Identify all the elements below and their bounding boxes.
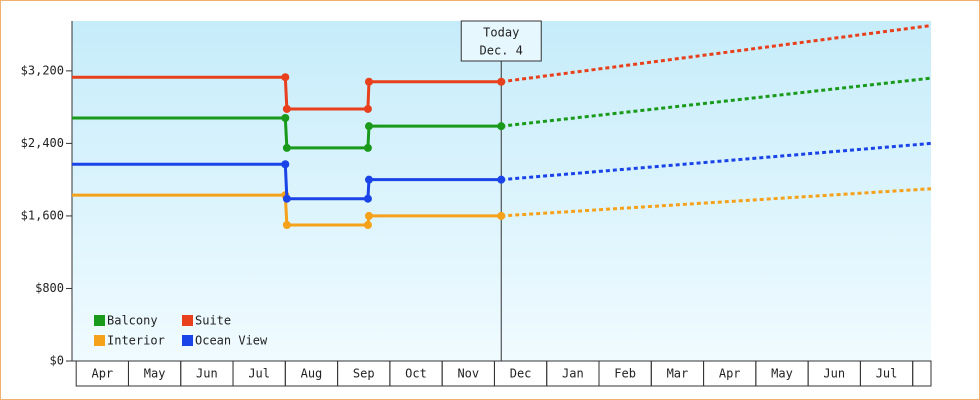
x-tick-label: Feb: [614, 367, 636, 381]
point: [282, 143, 291, 152]
legend-label: Balcony: [107, 314, 158, 328]
point: [363, 194, 372, 203]
x-tick-label: Aug: [301, 367, 323, 381]
point: [364, 211, 373, 220]
legend-label: Suite: [195, 314, 231, 328]
legend-label: Interior: [107, 334, 165, 348]
point: [364, 122, 373, 131]
legend-swatch: [182, 315, 193, 326]
point: [497, 211, 506, 220]
forecast-line: [501, 187, 932, 218]
forecast-line: [501, 24, 932, 84]
x-tick-box: [912, 360, 932, 387]
x-tick-label: Apr: [91, 367, 113, 381]
today-label: Dec. 4: [480, 44, 523, 58]
legend-label: Ocean View: [195, 334, 268, 348]
today-box: [460, 20, 542, 62]
x-tick-label: Nov: [457, 367, 479, 381]
x-tick-label: Jan: [562, 367, 584, 381]
point: [497, 122, 506, 131]
y-tick-label: $3,200: [21, 63, 64, 77]
series-line: [72, 162, 502, 201]
today-label: Today: [483, 26, 519, 40]
x-tick-label: Jun: [196, 367, 218, 381]
point: [497, 77, 506, 86]
x-tick-label: Apr: [719, 367, 741, 381]
point: [282, 104, 291, 113]
x-tick-label: Dec: [510, 367, 532, 381]
x-tick-label: Jun: [823, 367, 845, 381]
point: [363, 221, 372, 229]
series-line: [72, 193, 502, 227]
point: [364, 175, 373, 184]
x-tick-label: Oct: [405, 367, 427, 381]
point: [363, 143, 372, 152]
point: [281, 114, 290, 123]
point: [282, 221, 291, 229]
x-tick-label: Mar: [667, 367, 689, 381]
forecast-line: [501, 76, 932, 128]
y-tick-label: $1,600: [21, 208, 64, 222]
point: [497, 175, 506, 184]
forecast-line: [501, 141, 932, 182]
legend-swatch: [94, 315, 105, 326]
x-tick-label: Sep: [353, 367, 375, 381]
x-tick-label: Jul: [876, 367, 898, 381]
point: [281, 73, 290, 82]
y-tick-label: $800: [35, 281, 64, 295]
point: [281, 160, 290, 169]
legend-swatch: [94, 335, 105, 346]
x-tick-label: May: [771, 367, 793, 381]
x-tick-label: Jul: [248, 367, 270, 381]
legend-swatch: [182, 335, 193, 346]
point: [363, 104, 372, 113]
point: [364, 77, 373, 86]
point: [282, 194, 291, 203]
x-tick-label: May: [144, 367, 166, 381]
y-tick-label: $0: [50, 354, 64, 368]
series-line: [72, 116, 502, 150]
series-line: [72, 75, 502, 111]
y-tick-label: $2,400: [21, 136, 64, 150]
